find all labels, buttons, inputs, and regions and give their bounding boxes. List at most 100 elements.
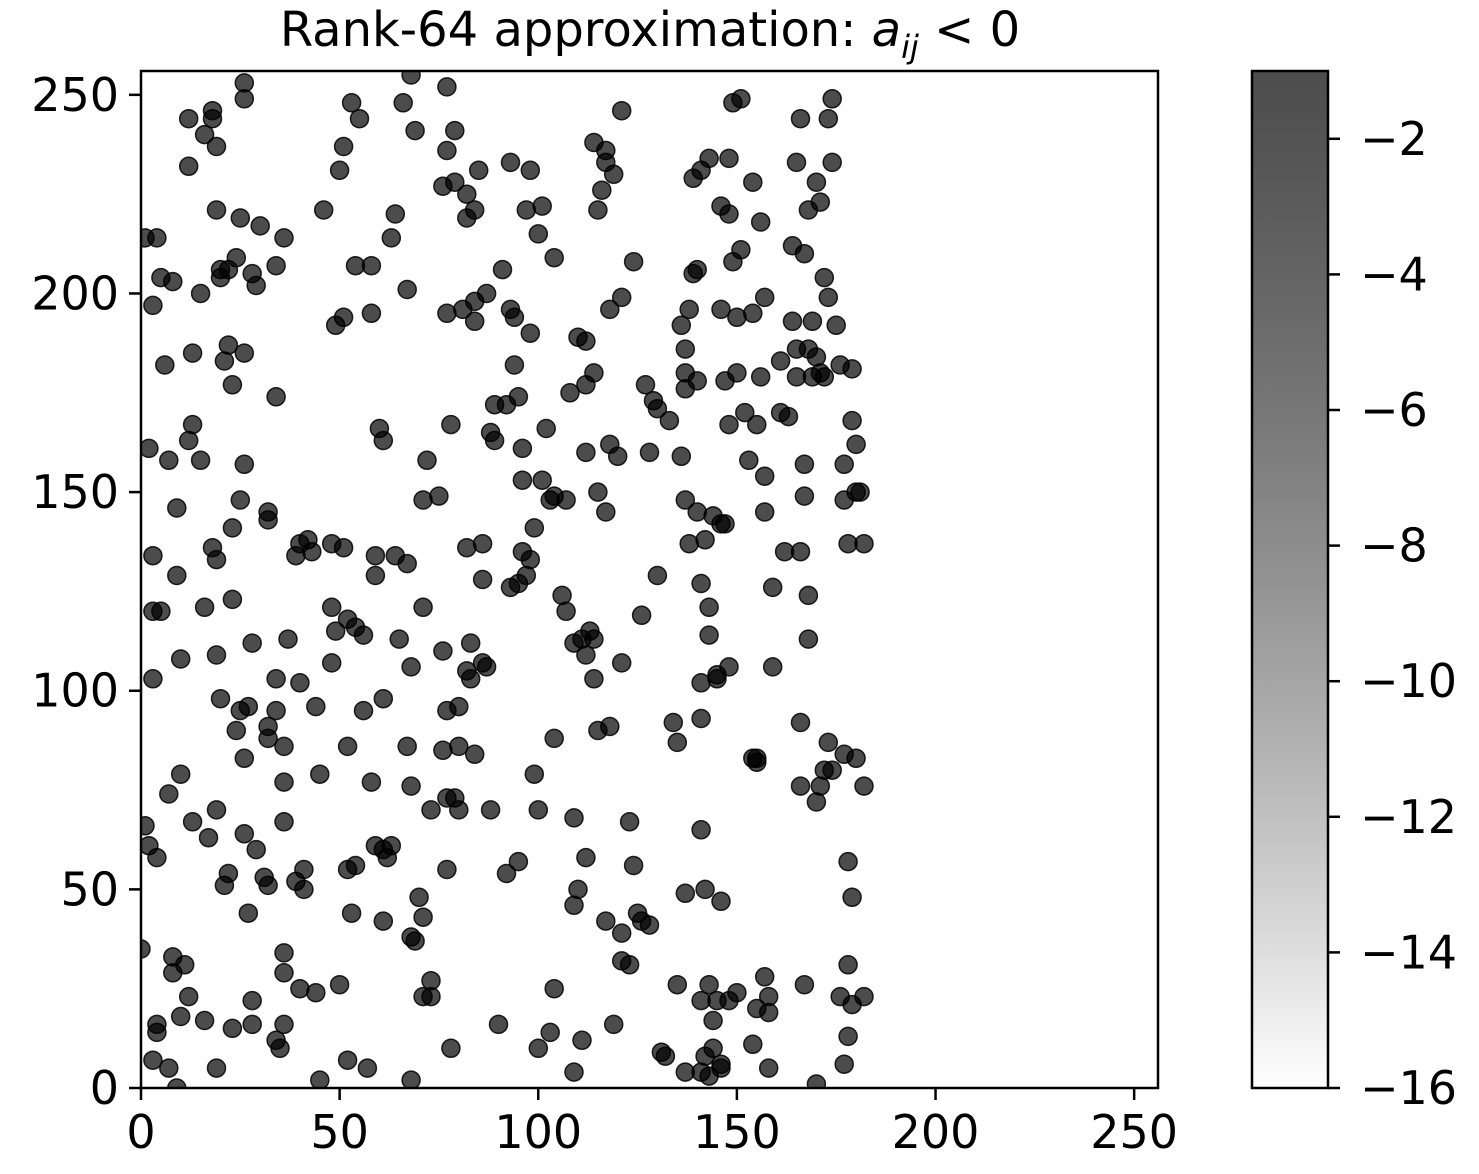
scatter-point	[750, 367, 771, 387]
scatter-point	[520, 160, 541, 181]
scatter-point	[576, 442, 596, 463]
scatter-point	[687, 371, 707, 391]
scatter-point	[182, 812, 203, 832]
scatter-point	[790, 712, 811, 733]
colorbar-tick-label: −2	[1360, 112, 1428, 166]
scatter-point	[790, 776, 811, 796]
scatter-point	[619, 955, 640, 975]
scatter-point	[397, 553, 417, 574]
scatter-point	[182, 343, 203, 363]
scatter-point	[333, 537, 354, 558]
scatter-point	[306, 982, 326, 1003]
scatter-point	[226, 720, 247, 741]
scatter-point	[739, 450, 759, 471]
scatter-point	[711, 299, 731, 320]
scatter-point	[512, 438, 533, 459]
scatter-point	[234, 748, 255, 769]
scatter-point	[329, 974, 350, 995]
scatter-point	[143, 669, 163, 689]
scatter-point	[576, 331, 596, 351]
scatter-point	[170, 649, 191, 669]
scatter-point	[468, 160, 489, 181]
scatter-point	[635, 375, 656, 395]
y-tick-label: 250	[31, 68, 119, 122]
scatter-point	[472, 569, 493, 590]
scatter-point	[758, 1002, 779, 1023]
scatter-point	[441, 1038, 461, 1059]
scatter-point	[373, 430, 394, 451]
scatter-point	[790, 108, 811, 129]
scatter-point	[460, 633, 481, 653]
y-tick-label: 150	[31, 465, 119, 519]
scatter-point	[405, 931, 425, 951]
scatter-point	[480, 800, 501, 820]
scatter-point	[719, 204, 739, 224]
scatter-point	[822, 89, 842, 109]
scatter-point	[365, 545, 386, 566]
scatter-point	[441, 414, 461, 435]
scatter-point	[361, 303, 382, 324]
scatter-point	[377, 847, 398, 868]
scatter-point	[588, 720, 608, 741]
scatter-point	[437, 77, 457, 97]
scatter-point	[532, 470, 552, 490]
scatter-point	[333, 307, 354, 328]
scatter-point	[544, 486, 564, 506]
scatter-point	[798, 200, 819, 220]
scatter-point	[731, 89, 751, 109]
scatter-point	[141, 438, 159, 459]
scatter-point	[222, 375, 243, 395]
scatter-point	[170, 764, 191, 784]
scatter-point	[178, 156, 199, 177]
scatter-point	[182, 414, 203, 435]
scatter-point	[397, 279, 417, 300]
scatter-point	[568, 879, 588, 900]
scatter-point	[611, 287, 632, 308]
scatter-point	[596, 140, 616, 161]
scatter-point	[647, 398, 668, 419]
scatter-point	[500, 577, 521, 598]
scatter-point	[603, 164, 624, 185]
scatter-point	[222, 589, 243, 610]
scatter-point	[397, 736, 417, 757]
scatter-point	[349, 108, 370, 129]
scatter-point	[754, 502, 775, 522]
title-math-subscript: ij	[901, 28, 919, 66]
scatter-point	[699, 148, 719, 169]
scatter-point	[854, 776, 874, 796]
scatter-point	[619, 812, 640, 832]
scatter-point	[754, 967, 775, 987]
scatter-point	[401, 1070, 421, 1088]
scatter-point	[747, 752, 767, 772]
scatter-point	[286, 545, 306, 566]
scatter-point	[842, 410, 862, 431]
scatter-point	[770, 351, 791, 371]
scatter-point	[838, 851, 858, 872]
y-tick-label: 0	[90, 1061, 119, 1115]
scatter-point	[464, 200, 485, 220]
scatter-point	[711, 891, 731, 912]
scatter-point	[846, 748, 866, 769]
scatter-point	[274, 736, 294, 757]
scatter-point	[341, 93, 362, 113]
scatter-point	[540, 1022, 560, 1043]
scatter-point	[806, 172, 827, 192]
scatter-points	[141, 71, 874, 1088]
scatter-point	[246, 839, 266, 860]
scatter-point	[798, 585, 819, 606]
scatter-point	[230, 208, 251, 228]
scatter-point	[691, 708, 711, 729]
scatter-point	[457, 184, 477, 204]
colorbar-tick-label: −12	[1360, 790, 1457, 844]
scatter-point	[206, 645, 227, 665]
scatter-point	[762, 657, 783, 677]
scatter-point	[588, 200, 608, 220]
scatter-point	[504, 355, 525, 375]
scatter-point	[822, 152, 842, 173]
scatter-point	[178, 108, 199, 129]
scatter-point	[163, 271, 183, 292]
scatter-point	[750, 212, 771, 232]
colorbar-gradient	[1252, 71, 1328, 1088]
scatter-point	[528, 1038, 549, 1059]
scatter-point	[564, 1062, 584, 1082]
